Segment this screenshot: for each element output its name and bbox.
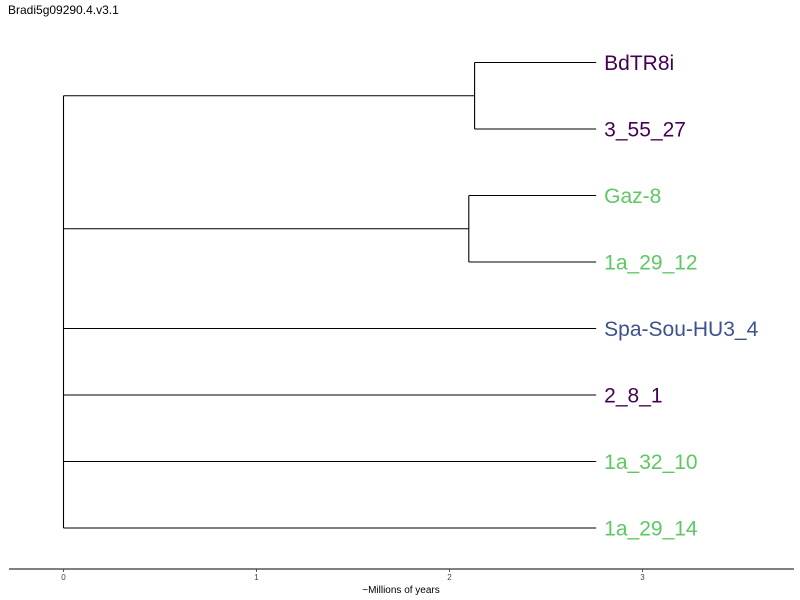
- tip-label: 1a_29_14: [604, 518, 698, 541]
- tip-label: 1a_32_10: [604, 451, 697, 474]
- x-tick-label: 0: [61, 573, 66, 582]
- branches: [62, 61, 597, 529]
- x-tick-label: 3: [640, 573, 645, 582]
- x-tick-label: 1: [254, 573, 259, 582]
- tip-labels: BdTR8i 3_55_27 Gaz-8 1a_29_12 Spa-Sou-HU3_4 2…: [604, 52, 758, 541]
- x-axis: 0 1 2 3 ~Millions of years: [9, 568, 794, 596]
- tip-label: 1a_29_12: [604, 252, 697, 275]
- tip-label: Spa-Sou-HU3_4: [604, 318, 758, 341]
- tip-label: 3_55_27: [604, 119, 686, 142]
- x-tick-label: 2: [447, 573, 452, 582]
- x-axis-title: ~Millions of years: [362, 585, 440, 596]
- tip-label: Gaz-8: [604, 185, 661, 208]
- tip-label: BdTR8i: [604, 52, 674, 75]
- tip-label: 2_8_1: [604, 385, 662, 408]
- plot-title: Bradi5g09290.4.v3.1: [8, 3, 119, 17]
